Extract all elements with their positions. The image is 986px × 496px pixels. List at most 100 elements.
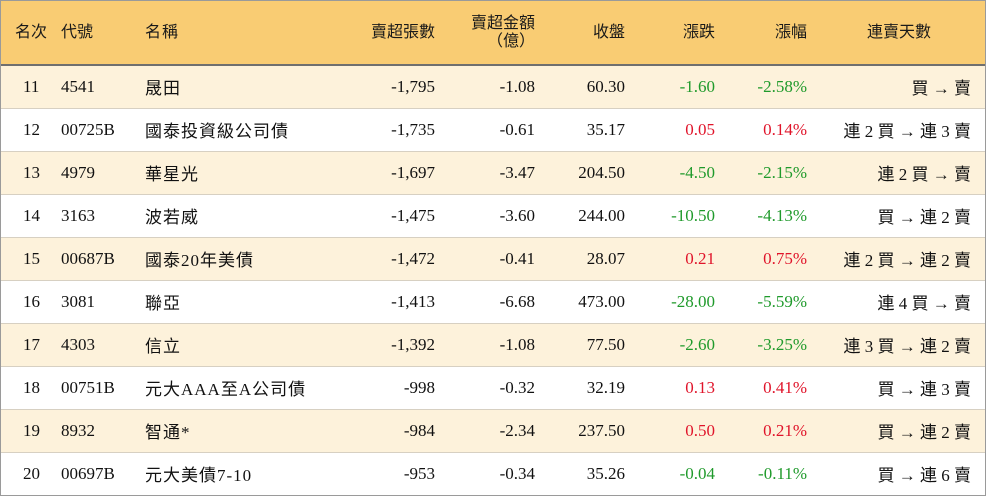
table-row[interactable]: 11 4541 晟田 -1,795 -1.08 60.30 -1.60 -2.58% 買 → 賣 [1, 65, 985, 108]
cell-sell-lots: -984 [323, 408, 443, 452]
cell-rank: 15 [1, 236, 59, 280]
cell-sell-amount: -2.34 [443, 408, 543, 452]
cell-streak: 買 → 連 6 賣 [813, 451, 985, 495]
table-row[interactable]: 19 8932 智通* -984 -2.34 237.50 0.50 0.21% 買 → 連 2… [1, 408, 985, 452]
table-row[interactable]: 20 00697B 元大美債7-10 -953 -0.34 35.26 -0.04 -0.11… [1, 451, 985, 495]
cell-name: 華星光 [143, 150, 323, 194]
cell-rank: 11 [23, 76, 40, 96]
cell-sell-lots: -1,413 [323, 279, 443, 323]
cell-change: 0.13 [633, 365, 723, 409]
cell-name: 信立 [143, 322, 323, 366]
cell-streak: 連 2 買 → 連 3 賣 [813, 107, 985, 151]
cell-name: 智通* [143, 408, 323, 452]
cell-close: 35.17 [543, 107, 633, 151]
cell-rank: 17 [1, 322, 59, 366]
cell-name: 聯亞 [143, 279, 323, 323]
cell-sell-amount: -0.41 [443, 236, 543, 280]
cell-sell-lots: -998 [323, 365, 443, 409]
table-row[interactable]: 14 3163 波若威 -1,475 -3.60 244.00 -10.50 -4.13% 買 … [1, 193, 985, 237]
header-sell-amount-line2: （億） [486, 32, 535, 50]
cell-code: 8932 [59, 408, 143, 452]
cell-code: 00725B [59, 107, 143, 151]
cell-change-pct: 0.14% [723, 107, 813, 151]
cell-close: 204.50 [543, 150, 633, 194]
cell-streak: 連 2 買 → 賣 [813, 150, 985, 194]
cell-streak: 買 → 連 2 賣 [813, 193, 985, 237]
header-change-pct[interactable]: 漲幅 [774, 23, 807, 41]
cell-sell-lots: -1,735 [323, 107, 443, 151]
table-row[interactable]: 17 4303 信立 -1,392 -1.08 77.50 -2.60 -3.25% 連 3 買… [1, 322, 985, 366]
table-header: 名次 代號 名稱 賣超張數 賣超金額 （億） 收盤 漲跌 漲幅 連賣天數 [1, 1, 985, 65]
cell-name: 晟田 [145, 79, 181, 99]
header-rank[interactable]: 名次 [15, 23, 48, 41]
cell-sell-lots: -953 [323, 451, 443, 495]
cell-change: 0.50 [633, 408, 723, 452]
cell-close: 237.50 [543, 408, 633, 452]
cell-sell-lots: -1,472 [323, 236, 443, 280]
cell-sell-amount: -0.34 [443, 451, 543, 495]
header-sell-amount-line1: 賣超金額 [470, 14, 535, 32]
cell-change-pct: -2.15% [723, 150, 813, 194]
cell-code: 00687B [59, 236, 143, 280]
cell-close: 60.30 [586, 76, 625, 96]
cell-code: 3163 [59, 193, 143, 237]
header-streak[interactable]: 連賣天數 [866, 23, 931, 41]
header-sell-amount[interactable]: 賣超金額 （億） [443, 1, 543, 65]
cell-close: 473.00 [543, 279, 633, 323]
cell-sell-lots: -1,795 [391, 76, 435, 96]
cell-rank: 19 [1, 408, 59, 452]
cell-sell-amount: -1.08 [499, 76, 535, 96]
header-name[interactable]: 名稱 [145, 23, 180, 41]
cell-sell-amount: -0.32 [443, 365, 543, 409]
cell-close: 32.19 [543, 365, 633, 409]
header-row: 名次 代號 名稱 賣超張數 賣超金額 （億） 收盤 漲跌 漲幅 連賣天數 [1, 1, 985, 65]
cell-change-pct: 0.41% [723, 365, 813, 409]
cell-streak: 買 → 連 2 賣 [813, 408, 985, 452]
cell-name: 元大美債7-10 [143, 451, 323, 495]
table-row[interactable]: 13 4979 華星光 -1,697 -3.47 204.50 -4.50 -2.15% 連 2… [1, 150, 985, 194]
cell-sell-amount: -1.08 [443, 322, 543, 366]
table-body: 11 4541 晟田 -1,795 -1.08 60.30 -1.60 -2.58% 買 → 賣… [1, 65, 985, 495]
table-row[interactable]: 18 00751B 元大AAA至A公司債 -998 -0.32 32.19 0.13 0.41… [1, 365, 985, 409]
cell-change-pct: -2.58% [757, 76, 807, 96]
cell-streak: 連 3 買 → 連 2 賣 [813, 322, 985, 366]
cell-change: -1.60 [679, 76, 715, 96]
cell-change: -28.00 [633, 279, 723, 323]
cell-streak: 連 4 買 → 賣 [813, 279, 985, 323]
cell-close: 28.07 [543, 236, 633, 280]
cell-code: 3081 [59, 279, 143, 323]
cell-change: -4.50 [633, 150, 723, 194]
cell-change-pct: 0.75% [723, 236, 813, 280]
cell-sell-lots: -1,475 [323, 193, 443, 237]
header-close[interactable]: 收盤 [592, 23, 625, 41]
cell-rank: 16 [1, 279, 59, 323]
table-row[interactable]: 12 00725B 國泰投資級公司債 -1,735 -0.61 35.17 0.05 0.14… [1, 107, 985, 151]
cell-code: 00751B [59, 365, 143, 409]
cell-code: 4303 [59, 322, 143, 366]
header-change[interactable]: 漲跌 [682, 23, 715, 41]
header-sell-lots[interactable]: 賣超張數 [370, 23, 435, 41]
cell-sell-amount: -3.60 [443, 193, 543, 237]
cell-code: 00697B [59, 451, 143, 495]
cell-change: 0.21 [633, 236, 723, 280]
cell-change-pct: -0.11% [723, 451, 813, 495]
cell-change-pct: -3.25% [723, 322, 813, 366]
cell-change: 0.05 [633, 107, 723, 151]
cell-change: -0.04 [633, 451, 723, 495]
cell-sell-amount: -0.61 [443, 107, 543, 151]
cell-name: 波若威 [143, 193, 323, 237]
table-row[interactable]: 16 3081 聯亞 -1,413 -6.68 473.00 -28.00 -5.59% 連 4… [1, 279, 985, 323]
table-row[interactable]: 15 00687B 國泰20年美債 -1,472 -0.41 28.07 0.21 0.75%… [1, 236, 985, 280]
cell-rank: 14 [1, 193, 59, 237]
header-code[interactable]: 代號 [61, 23, 94, 41]
cell-close: 77.50 [543, 322, 633, 366]
cell-change: -10.50 [633, 193, 723, 237]
cell-rank: 20 [1, 451, 59, 495]
cell-name: 元大AAA至A公司債 [143, 365, 323, 409]
cell-change-pct: -4.13% [723, 193, 813, 237]
cell-sell-lots: -1,697 [323, 150, 443, 194]
cell-change-pct: -5.59% [723, 279, 813, 323]
cell-code: 4979 [59, 150, 143, 194]
